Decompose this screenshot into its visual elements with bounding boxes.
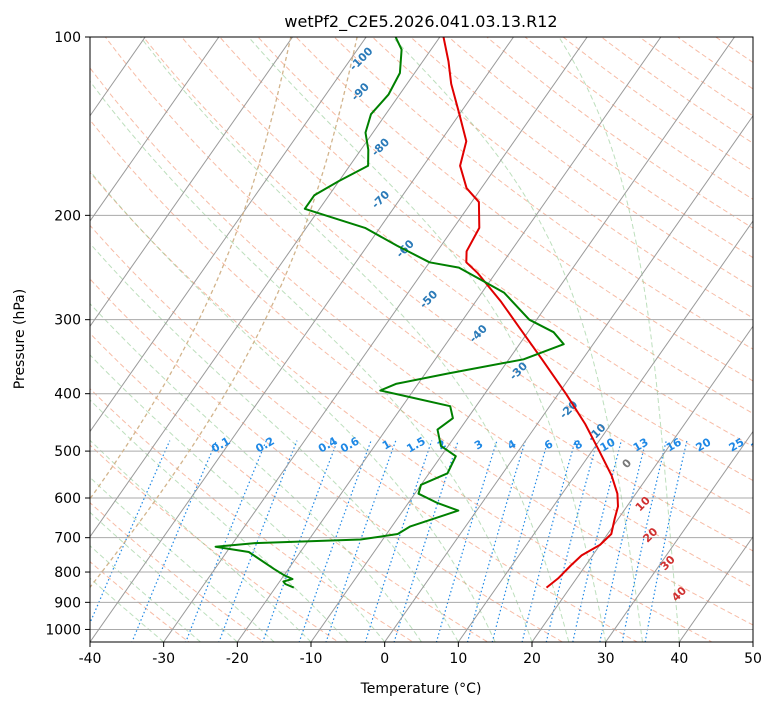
x-tick-label: -40 (79, 651, 102, 667)
dry-adiabat-line (90, 502, 265, 642)
x-axis: -40 -30 -20 -10 0 10 20 30 40 50 (79, 642, 762, 667)
dry-adiabat-line (104, 37, 753, 552)
y-tick-label: 400 (54, 387, 81, 403)
isotherm-line (90, 37, 220, 222)
isotherm-line (90, 37, 367, 433)
mixing-ratio-line (599, 440, 647, 642)
isotherm-line (163, 37, 588, 642)
dry-adiabat-line (486, 37, 753, 229)
x-tick-label: -30 (152, 651, 175, 667)
x-tick-label: 0 (380, 651, 389, 667)
mixing-ratio-line (435, 440, 498, 642)
dry-adiabat-line (447, 37, 753, 259)
isotherm-line (90, 37, 294, 328)
isotherm-line (90, 37, 515, 642)
isotherm-line (90, 37, 441, 538)
y-axis: 100 200 300 400 500 600 700 800 900 1000 (45, 30, 90, 638)
pressure-gridlines (90, 37, 753, 630)
dry-adiabats (90, 37, 753, 642)
sounding-series (214, 37, 619, 589)
mixing-ratio-line (644, 440, 688, 642)
mixing-ratio-lines (90, 440, 688, 642)
mixing-ratio-line (90, 440, 171, 625)
dry-adiabat-line (600, 37, 753, 144)
moist-adiabat-line (248, 37, 607, 642)
dry-adiabat-line (295, 37, 753, 382)
x-tick-label: 10 (449, 651, 467, 667)
moist-adiabats (90, 37, 680, 642)
dry-adiabat-line (409, 37, 753, 289)
y-tick-label: 800 (54, 565, 81, 581)
x-axis-label: Temperature (°C) (360, 681, 482, 697)
moist-adiabat-line (90, 476, 275, 642)
mixing-ratio-line (298, 440, 372, 642)
chart-title: wetPf2_C2E5.2026.041.03.13.R12 (284, 12, 557, 32)
moist-adiabat-line (90, 302, 422, 642)
dry-adiabat-line (90, 224, 639, 642)
x-tick-label: 30 (597, 651, 615, 667)
y-tick-label: 700 (54, 531, 81, 547)
mixing-ratio-label: 30 (749, 435, 769, 454)
dry-adiabat-line (257, 37, 753, 414)
moist-adiabat-line (90, 511, 238, 642)
y-tick-label: 300 (54, 313, 81, 329)
dry-adiabat-line (90, 119, 753, 626)
y-tick-label: 100 (54, 30, 81, 46)
x-tick-label: 40 (670, 651, 688, 667)
isotherm-line (457, 220, 753, 642)
mixing-ratio-line (466, 440, 526, 642)
moist-adiabat-line (90, 242, 459, 642)
isotherm-line (605, 430, 753, 642)
isotherm-line (678, 535, 753, 642)
dry-adiabat-line (90, 278, 564, 642)
mixing-ratio-line (364, 440, 433, 642)
isotherm-line (236, 37, 662, 642)
moist-adiabat-line (90, 577, 165, 642)
mixing-ratio-line (491, 440, 549, 642)
mixing-ratio-line (521, 440, 576, 642)
mixing-ratio-line (325, 440, 397, 642)
x-tick-label: 20 (523, 651, 541, 667)
moist-adiabat-line (90, 170, 496, 642)
moist-adiabat-line (392, 37, 643, 642)
dry-adiabat-line (90, 67, 753, 588)
y-axis-label: Pressure (hPa) (12, 289, 28, 389)
dry-adiabat-line (180, 37, 753, 482)
x-tick-label: -20 (226, 651, 249, 667)
moist-adiabat-line (90, 80, 533, 642)
y-tick-label: 200 (54, 208, 81, 224)
dry-adiabat-line (90, 171, 713, 642)
dewpoint-line (214, 37, 565, 589)
dry-adiabat-line (333, 37, 753, 350)
moist-adiabat-line (90, 399, 349, 642)
y-tick-label: 600 (54, 491, 81, 507)
isotherm-line (310, 37, 736, 642)
mixing-ratio-line (131, 440, 218, 642)
isotherm-line (384, 114, 753, 642)
plot-area: -100-90-80-70-60-50-40-30-20-10010203040… (90, 37, 769, 642)
x-tick-label: -10 (300, 651, 323, 667)
mixing-ratio-line (621, 440, 667, 642)
x-tick-label: 50 (744, 651, 762, 667)
moist-adiabat-line (558, 37, 680, 642)
moist-adiabat-line (140, 37, 570, 642)
y-tick-label: 900 (54, 595, 81, 611)
moist-adiabat-line (90, 545, 201, 642)
y-tick-label: 1000 (45, 622, 81, 638)
reference-curve (90, 37, 358, 589)
mixing-ratio-line (545, 440, 598, 642)
plot-frame (89, 36, 754, 643)
moist-adiabat-line (90, 354, 386, 642)
temperature-line (442, 37, 619, 589)
y-tick-label: 500 (54, 444, 81, 460)
special-curves (90, 37, 358, 589)
isotherms (90, 37, 753, 642)
